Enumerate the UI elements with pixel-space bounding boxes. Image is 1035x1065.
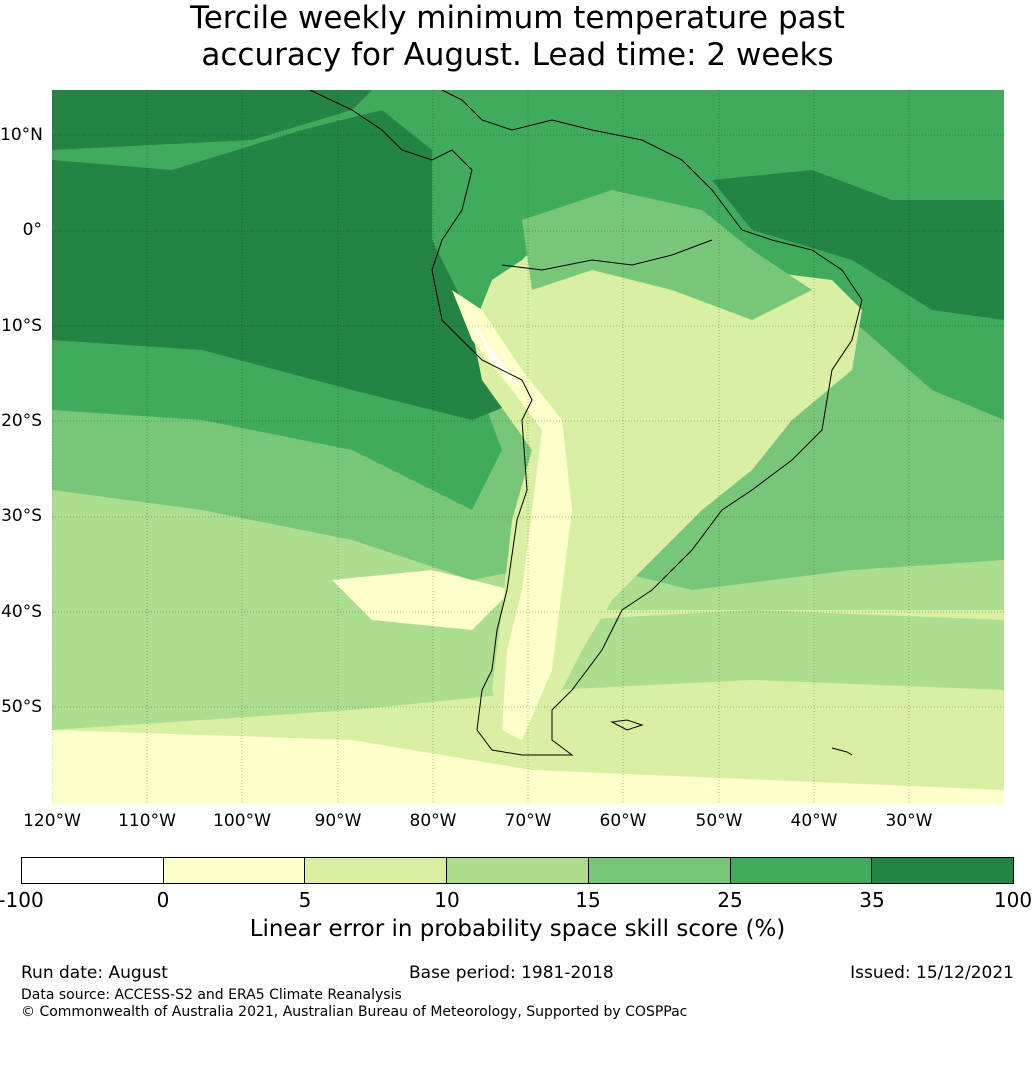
skill-map (52, 90, 1004, 804)
colorbar-segment-1 (162, 858, 305, 883)
lon-label-30w: 30°W (885, 811, 933, 831)
lat-label-20s: 20°S (1, 411, 42, 431)
issued-date: Issued: 15/12/2021 (850, 963, 1014, 983)
lat-label-0: 0° (22, 220, 42, 240)
colorbar-label: Linear error in probability space skill … (249, 916, 786, 942)
region-band-c1-far-south (52, 730, 1004, 804)
lat-label-10s: 10°S (1, 316, 42, 336)
title-line-1: Tercile weekly minimum temperature past (190, 0, 845, 36)
colorbar-tick-6: 35 (859, 888, 885, 912)
colorbar-tick-2: 5 (298, 888, 312, 912)
colorbar-tick-5: 25 (717, 888, 743, 912)
region-amazon-c3 (522, 190, 812, 320)
colorbar-segment-3 (446, 858, 588, 883)
data-source: Data source: ACCESS-S2 and ERA5 Climate … (21, 987, 402, 1003)
region-andes-low-skill (452, 290, 572, 740)
lat-label-40s: 40°S (1, 602, 42, 622)
amazon-river (501, 239, 713, 271)
colorbar-segment-6 (871, 858, 1014, 883)
colorbar-segment-4 (587, 858, 730, 883)
lon-label-90w: 90°W (314, 811, 362, 831)
lat-label-10n: 10°N (0, 125, 43, 145)
falkland-islands (610, 719, 644, 731)
lon-label-50w: 50°W (695, 811, 743, 831)
region-band-c6-north (52, 90, 372, 150)
lon-label-120w: 120°W (23, 811, 81, 831)
lat-label-30s: 30°S (1, 506, 42, 526)
coastline (309, 90, 863, 756)
lon-label-60w: 60°W (599, 811, 647, 831)
colorbar-segment-2 (304, 858, 447, 883)
region-band-c6-atlantic (712, 170, 1004, 320)
lat-label-50s: 50°S (1, 697, 42, 717)
colorbar (21, 857, 1014, 884)
map-title: Tercile weekly minimum temperature past … (0, 0, 1035, 74)
region-continent-interior (472, 210, 862, 750)
lon-label-70w: 70°W (504, 811, 552, 831)
colorbar-tick-4: 15 (575, 888, 601, 912)
title-line-2: accuracy for August. Lead time: 2 weeks (201, 37, 834, 73)
region-band-c1-south (332, 570, 512, 630)
lon-label-80w: 80°W (409, 811, 457, 831)
run-date: Run date: August (21, 963, 168, 983)
copyright: © Commonwealth of Australia 2021, Austra… (21, 1004, 688, 1020)
colorbar-segment-0 (22, 858, 163, 883)
region-band-c6-pacific (52, 110, 522, 420)
lon-label-100w: 100°W (213, 811, 271, 831)
colorbar-segment-5 (729, 858, 872, 883)
colorbar-tick-3: 10 (434, 888, 460, 912)
south-georgia (831, 747, 853, 756)
base-period: Base period: 1981-2018 (409, 963, 614, 983)
graticule (52, 90, 1004, 804)
colorbar-tick-7: 100 (993, 888, 1033, 912)
colorbar-tick-0: -100 (0, 888, 44, 912)
lon-label-110w: 110°W (118, 811, 176, 831)
lon-label-40w: 40°W (790, 811, 838, 831)
colorbar-tick-1: 0 (156, 888, 170, 912)
